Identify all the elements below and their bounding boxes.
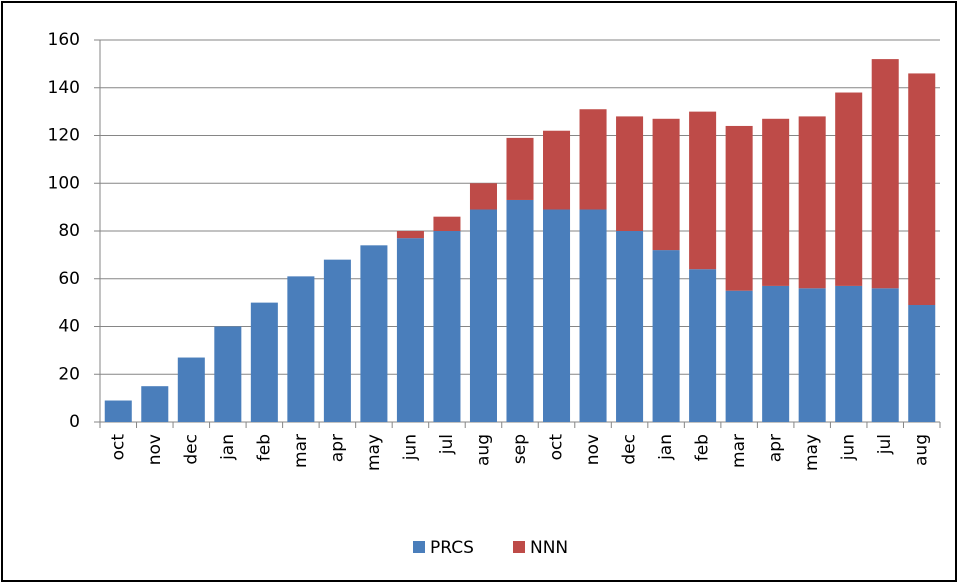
bar-segment [177, 357, 205, 422]
x-tick-label: jun [400, 434, 420, 461]
y-tick-label: 80 [58, 221, 80, 241]
bar-segment [616, 116, 644, 231]
x-tick-label: oct [108, 434, 128, 461]
bar-segment [506, 137, 534, 200]
x-tick-label: jan [656, 434, 676, 461]
x-tick-label: jul [437, 434, 457, 455]
bar-segment [689, 269, 717, 422]
y-tick-label: 140 [48, 78, 80, 98]
x-tick-label: dec [181, 434, 201, 465]
bar-segment [287, 276, 315, 422]
bar-segment [360, 245, 388, 422]
y-tick-label: 60 [58, 269, 80, 289]
x-tick-label: oct [547, 434, 567, 461]
bar-segment [214, 326, 242, 422]
bar-segment [652, 250, 680, 422]
x-tick-label: sep [510, 434, 530, 464]
legend-label: PRCS [430, 538, 474, 558]
bar-segment [323, 259, 351, 422]
x-tick-label: dec [620, 434, 640, 465]
bar-segment [396, 238, 424, 422]
x-tick-label: apr [327, 434, 347, 462]
bar-segment [871, 288, 899, 422]
y-tick-label: 20 [58, 364, 80, 384]
bar-segment [652, 118, 680, 251]
bar-segment [798, 116, 826, 289]
bar-segment [433, 216, 461, 231]
x-tick-label: may [802, 434, 822, 471]
bar-segment [469, 183, 497, 210]
y-tick-label: 100 [48, 173, 80, 193]
bar-segment [908, 305, 936, 422]
x-tick-label: feb [254, 434, 274, 461]
legend-label: NNN [530, 538, 568, 558]
bar-segment [469, 209, 497, 422]
y-tick-label: 160 [48, 30, 80, 50]
bar-segment [762, 285, 790, 422]
y-tick-label: 0 [69, 412, 80, 432]
bar-segment [616, 231, 644, 422]
bar-segment [835, 92, 863, 286]
y-tick-label: 120 [48, 126, 80, 146]
bar-segment [141, 386, 169, 422]
x-tick-label: jan [218, 434, 238, 461]
bar-segment [871, 59, 899, 289]
bar-segment [506, 199, 534, 422]
legend-swatch [513, 541, 525, 553]
x-tick-label: jul [875, 434, 895, 455]
x-tick-label: nov [145, 434, 165, 465]
bar-segment [835, 285, 863, 422]
bar-segment [579, 209, 607, 422]
legend-swatch [413, 541, 425, 553]
y-tick-label: 40 [58, 317, 80, 337]
x-tick-label: aug [473, 434, 493, 466]
bar-segment [798, 288, 826, 422]
bar-segment [762, 118, 790, 286]
bar-segment [579, 109, 607, 210]
bar-segment [104, 400, 132, 422]
bar-segment [689, 111, 717, 270]
x-tick-label: apr [766, 434, 786, 462]
x-tick-label: jun [839, 434, 859, 461]
bar-segment [543, 209, 571, 422]
x-tick-label: mar [291, 434, 311, 468]
bar-segment [725, 125, 753, 291]
bar-segment [908, 73, 936, 306]
x-tick-label: aug [912, 434, 932, 466]
x-tick-label: mar [729, 434, 749, 468]
x-tick-label: nov [583, 434, 603, 465]
bar-segment [250, 302, 278, 422]
bar-segment [433, 231, 461, 422]
bar-segment [396, 231, 424, 239]
x-tick-label: feb [693, 434, 713, 461]
bar-segment [543, 130, 571, 210]
x-tick-label: may [364, 434, 384, 471]
bar-segment [725, 290, 753, 422]
